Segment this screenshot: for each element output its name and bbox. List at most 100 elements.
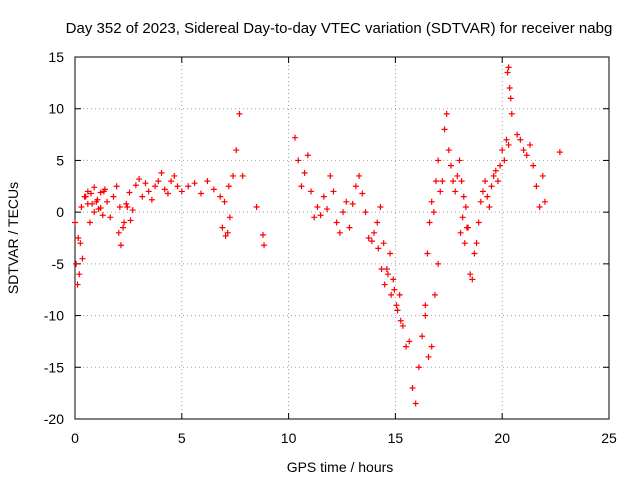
data-point [488, 183, 495, 190]
data-point [368, 238, 375, 245]
data-point [445, 147, 452, 154]
data-point [380, 240, 387, 247]
data-point [475, 219, 482, 226]
data-point [198, 190, 205, 197]
data-point [236, 110, 243, 117]
x-tick-label: 15 [388, 430, 404, 446]
data-point [506, 85, 513, 92]
data-point [116, 203, 123, 210]
data-point [336, 229, 343, 236]
data-point [72, 219, 78, 226]
data-point [391, 286, 398, 293]
data-point [365, 235, 372, 241]
data-point [73, 260, 80, 267]
data-point [397, 317, 404, 324]
tick-labels: 0 5 10 15 20 25 -20 -15 -10 -5 0 5 10 15 [44, 49, 617, 446]
data-point [93, 198, 100, 205]
data-point [136, 176, 143, 183]
data-point [471, 250, 478, 257]
data-point [556, 149, 563, 156]
y-tick-label: -15 [44, 359, 64, 375]
data-point [499, 147, 506, 154]
data-point [171, 172, 178, 179]
data-point [295, 157, 302, 164]
data-point [304, 152, 311, 159]
data-point [425, 353, 432, 360]
data-point [88, 190, 95, 197]
data-point [409, 384, 416, 391]
data-point [390, 276, 397, 283]
data-point [84, 188, 91, 195]
data-point [443, 110, 450, 117]
data-point [185, 183, 192, 190]
x-tick-label: 25 [601, 430, 617, 446]
data-point [324, 206, 331, 213]
data-point [359, 190, 366, 197]
data-point [541, 198, 548, 205]
data-point [431, 291, 438, 298]
y-tick-label: 0 [56, 204, 64, 220]
y-tick-label: -10 [44, 308, 64, 324]
data-point [492, 167, 499, 174]
data-point [507, 95, 514, 102]
data-point [217, 193, 224, 200]
data-point [388, 291, 395, 298]
data-point [104, 198, 111, 205]
data-point [517, 136, 524, 143]
data-point [501, 157, 508, 164]
data-point [298, 183, 305, 190]
data-point [396, 291, 403, 298]
data-point [490, 172, 497, 179]
data-point [469, 276, 476, 283]
data-point [139, 193, 146, 200]
data-point [148, 196, 155, 203]
data-point [78, 203, 85, 210]
data-point [362, 209, 369, 216]
data-point [161, 186, 168, 193]
data-point [239, 172, 246, 179]
y-axis-label: SDTVAR / TECUs [5, 182, 21, 294]
data-point [346, 224, 353, 231]
data-point [89, 200, 96, 207]
data-point [210, 186, 217, 193]
data-point [441, 126, 448, 133]
data-point [317, 212, 324, 219]
data-point [352, 183, 359, 190]
data-point [461, 240, 468, 247]
data-point [458, 178, 465, 185]
data-point [452, 188, 459, 195]
data-point [494, 178, 501, 185]
data-point [110, 193, 117, 200]
data-point [415, 364, 422, 371]
data-point [145, 188, 152, 195]
data-point [505, 64, 512, 71]
data-point [129, 207, 136, 214]
data-point [356, 172, 363, 179]
axis-ticks [74, 56, 610, 420]
data-point [456, 157, 463, 164]
data-point [292, 134, 299, 141]
y-tick-label: -5 [52, 256, 65, 272]
data-point [259, 231, 266, 238]
data-point [233, 147, 240, 154]
data-point [340, 209, 347, 216]
data-point [191, 180, 198, 187]
data-point [426, 219, 433, 226]
data-point [371, 229, 378, 236]
data-point [327, 172, 334, 179]
data-point [536, 203, 543, 210]
data-point [437, 188, 444, 195]
data-point [301, 169, 308, 176]
data-point [253, 203, 260, 210]
data-point [225, 183, 232, 190]
data-point [454, 172, 461, 179]
data-point [76, 271, 83, 278]
data-point [219, 224, 226, 231]
data-point [308, 188, 315, 195]
data-point [526, 141, 533, 148]
plot-frame [74, 56, 610, 420]
y-tick-label: 10 [48, 101, 64, 117]
data-point [394, 307, 401, 314]
data-point [484, 193, 491, 200]
x-axis-label: GPS time / hours [287, 459, 394, 475]
